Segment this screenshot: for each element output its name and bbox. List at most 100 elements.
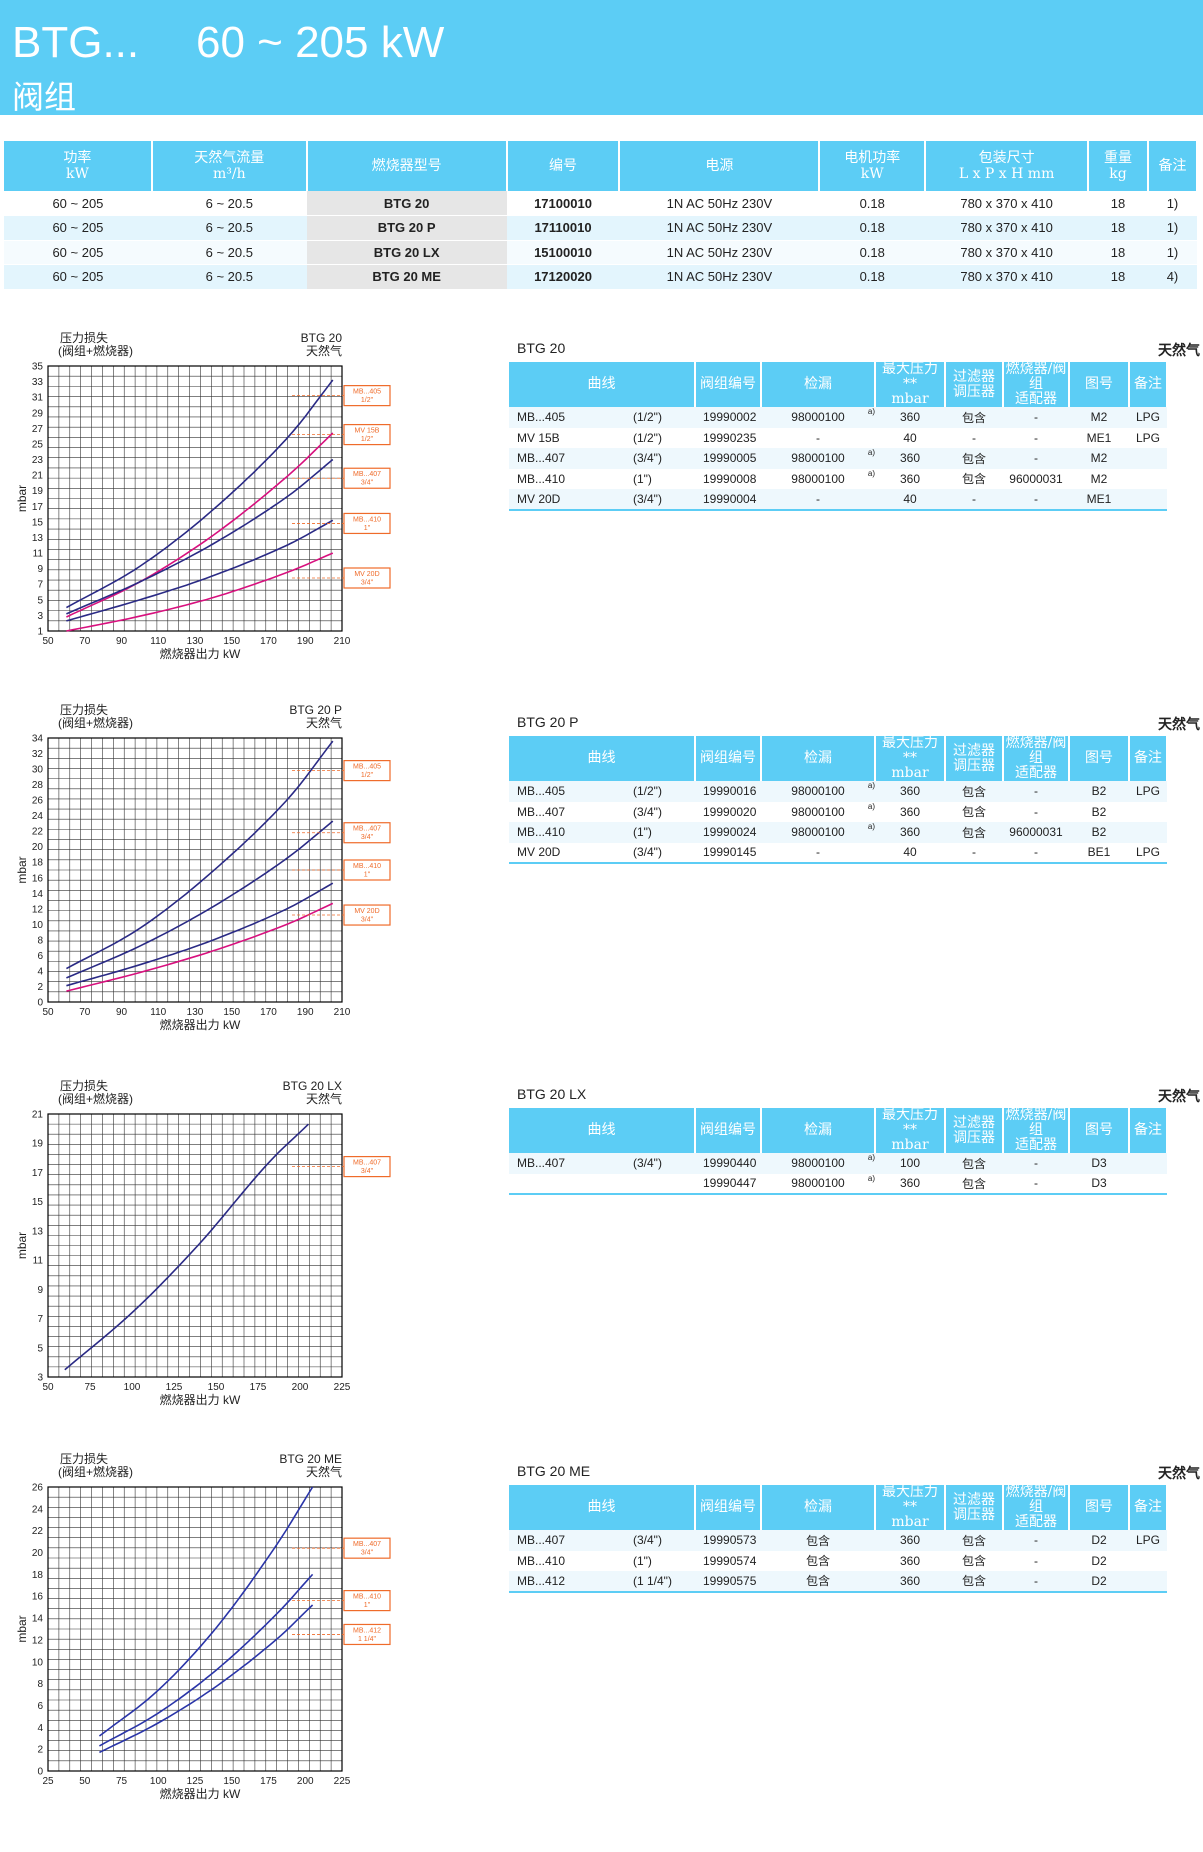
valve-col-header-line: 阀组编号 [700, 376, 756, 392]
x-tick-label: 130 [187, 1007, 204, 1018]
valve-cell-note [1129, 448, 1167, 469]
valve-row: MB...407 (3/4") 19990440 98000100 a) 100 包含 - D3 [509, 1153, 1200, 1174]
valve-cell-curve: MV 20D [509, 842, 633, 864]
valve-cell-adapter: - [1003, 427, 1069, 448]
valve-col-header-line: 最大压力** [882, 1484, 938, 1515]
valve-col-header-line: 适配器 [1015, 765, 1057, 781]
valve-col-header-line: 备注 [1134, 1499, 1162, 1515]
spec-cell: BTG 20 ME [306, 264, 507, 290]
x-tick-label: 100 [150, 1776, 167, 1787]
spec-col-header: 燃烧器型号 [306, 141, 508, 191]
y-tick-label: 0 [37, 998, 43, 1009]
valve-col-header-line: 适配器 [1015, 1137, 1057, 1153]
valve-cell-curve: MV 20D [509, 489, 633, 511]
valve-col-header-line: 适配器 [1015, 1514, 1057, 1530]
valve-col-header-line: 过滤器 [953, 1491, 995, 1508]
valve-col-header-line: 调压器 [953, 1129, 995, 1146]
series-line [66, 902, 334, 992]
series-line [66, 552, 334, 632]
header-power-range: 60 ~ 205 kW [196, 18, 445, 67]
spec-cell: 1) [1147, 215, 1197, 241]
x-tick-label: 50 [42, 1007, 54, 1018]
spec-col-header-line1: 编号 [549, 158, 577, 174]
valve-row: MB...405 (1/2") 19990002 98000100 a) 360 包含 - M2… [509, 407, 1200, 428]
y-tick-label: 15 [32, 517, 44, 528]
valve-col-header-line: 检漏 [804, 376, 832, 392]
y-tick-label: 22 [32, 827, 44, 838]
valve-col-header: 过滤器 调压器 [945, 1485, 1004, 1530]
valve-cell-code: 19990016 [695, 781, 761, 802]
valve-col-header: 备注 [1129, 362, 1168, 407]
series-line [66, 740, 334, 970]
spec-table-header: 功率 kW 天然气流量 m³/h 燃烧器型号 编号 电源 电机功率 kW 包装尺寸 L x P x … [4, 141, 1199, 191]
spec-cell: 1) [1147, 240, 1197, 265]
valve-section-model: BTG 20 ME [517, 1463, 591, 1479]
valve-cell-fig: D3 [1069, 1173, 1129, 1195]
curve-tag-size: 3/4" [361, 1550, 374, 1557]
chart-title: BTG 20 LX [283, 1079, 342, 1093]
spec-cell: 4) [1147, 264, 1197, 290]
y-tick-label: 3 [37, 611, 43, 622]
valve-cell-size: (3/4") [633, 801, 695, 822]
valve-cell-size: (1/2") [633, 407, 695, 428]
spec-cell: 780 x 370 x 410 [925, 240, 1089, 265]
valve-cell-leak: 98000100 a) [761, 468, 875, 489]
valve-row: MB...407 (3/4") 19990573 包含 360 包含 - D2 LPG [509, 1530, 1200, 1551]
spec-col-header-line1: 包装尺寸 [978, 150, 1035, 166]
valve-row: MV 20D (3/4") 19990004-40- - ME1 [509, 489, 1200, 511]
valve-cell-curve: MB...410 [509, 822, 633, 843]
valve-col-header: 图号 [1069, 362, 1130, 407]
valve-cell-code: 19990002 [695, 407, 761, 428]
valve-cell-size: (1") [633, 822, 695, 843]
valve-cell-fig: B2 [1069, 822, 1129, 843]
x-axis-label: 燃烧器出力 kW [160, 646, 241, 661]
x-tick-label: 90 [116, 1007, 128, 1018]
chart-label-valve-burner: (阀组+燃烧器) [58, 1091, 133, 1106]
spec-cell: 1) [1147, 191, 1197, 216]
valve-cell-size: (3/4") [633, 842, 695, 864]
spec-col-header: 电源 [619, 141, 821, 191]
spec-cell: 6 ~ 20.5 [151, 215, 307, 241]
curve-tag-box [343, 1537, 391, 1559]
valve-footnote-mark: a) [867, 468, 875, 478]
valve-cell-maxp: 100 [875, 1153, 945, 1174]
valve-cell-maxp: 360 [875, 448, 945, 469]
x-axis-label: 燃烧器出力 kW [160, 1786, 241, 1801]
valve-cell-note: LPG [1129, 407, 1167, 428]
valve-cell-note [1129, 1571, 1167, 1593]
valve-cell-note [1129, 822, 1167, 843]
valve-col-header-line: 图号 [1085, 1122, 1113, 1138]
y-tick-label: 11 [33, 549, 44, 560]
x-tick-label: 130 [187, 636, 204, 647]
x-tick-label: 200 [292, 1382, 309, 1393]
y-tick-label: 8 [37, 935, 43, 946]
valve-row: MB...410 (1") 19990574 包含 360 包含 - D2 [509, 1550, 1200, 1571]
x-tick-label: 110 [150, 1007, 166, 1018]
valve-cell-leak: 包含 [761, 1530, 875, 1551]
valve-col-header-line: 最大压力** [882, 1107, 938, 1138]
valve-cell-size: (3/4") [633, 1530, 695, 1551]
valve-col-header-line: 阀组编号 [700, 750, 756, 766]
valve-cell-note [1129, 468, 1167, 489]
x-tick-label: 70 [79, 636, 91, 647]
valve-col-header-line: 检漏 [804, 1499, 832, 1515]
x-tick-label: 150 [208, 1382, 225, 1393]
curve-tag-box [343, 1155, 391, 1178]
spec-col-header: 备注 [1147, 141, 1199, 191]
valve-col-header-line: 过滤器 [953, 1114, 995, 1131]
valve-row: MV 15B (1/2") 19990235-40- - ME1 LPG [509, 427, 1200, 448]
valve-section-model: BTG 20 [517, 340, 566, 356]
valve-row: MB...410 (1") 19990008 98000100 a) 360 包含 96000… [509, 468, 1200, 489]
valve-col-header: 燃烧器/阀组 适配器 [1003, 362, 1070, 407]
valve-footnote-mark: a) [867, 822, 875, 831]
y-tick-label: 4 [37, 1723, 43, 1734]
spec-col-header: 功率 kW [4, 141, 153, 191]
valve-col-header-line: 阀组编号 [700, 1499, 756, 1515]
valve-section-gas: 天然气 [1158, 1088, 1200, 1104]
spec-col-header: 电机功率 kW [819, 141, 927, 191]
valve-cell-curve: MB...412 [509, 1571, 633, 1593]
valve-col-header-line: 备注 [1134, 750, 1162, 766]
spec-col-header-line1: 功率 [63, 150, 92, 166]
y-tick-label: 28 [32, 780, 44, 791]
